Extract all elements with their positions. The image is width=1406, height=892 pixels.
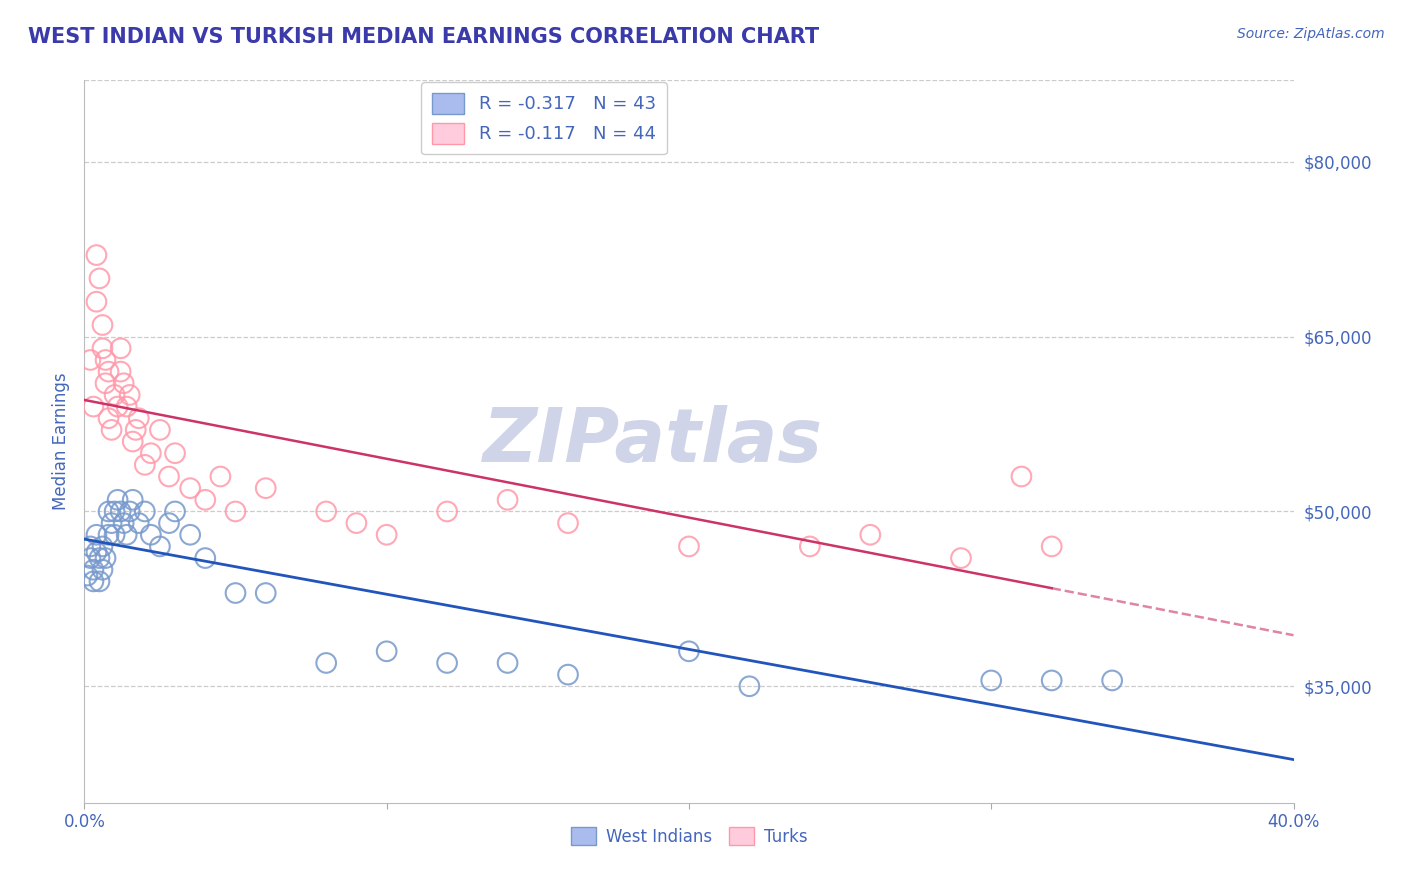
Point xyxy=(86,545,108,559)
Point xyxy=(194,492,217,507)
Point xyxy=(91,540,114,554)
Point xyxy=(209,469,232,483)
Text: Source: ZipAtlas.com: Source: ZipAtlas.com xyxy=(1237,27,1385,41)
Point xyxy=(104,388,127,402)
Point xyxy=(134,458,156,472)
Point xyxy=(496,492,519,507)
Point xyxy=(375,528,398,542)
Point xyxy=(91,563,114,577)
Point xyxy=(194,551,217,566)
Point xyxy=(89,271,111,285)
Point xyxy=(79,540,101,554)
Point xyxy=(738,679,761,693)
Point xyxy=(179,528,201,542)
Point xyxy=(134,504,156,518)
Point xyxy=(82,400,104,414)
Point xyxy=(110,365,132,379)
Point xyxy=(225,586,247,600)
Point xyxy=(82,563,104,577)
Point xyxy=(94,353,117,368)
Point xyxy=(1040,673,1063,688)
Point xyxy=(157,469,180,483)
Point xyxy=(118,504,141,518)
Point xyxy=(104,504,127,518)
Point xyxy=(179,481,201,495)
Point xyxy=(121,434,143,449)
Point xyxy=(1101,673,1123,688)
Point xyxy=(91,318,114,332)
Point xyxy=(118,388,141,402)
Point xyxy=(436,656,458,670)
Point xyxy=(315,656,337,670)
Point xyxy=(94,551,117,566)
Point xyxy=(89,551,111,566)
Point xyxy=(678,540,700,554)
Y-axis label: Median Earnings: Median Earnings xyxy=(52,373,70,510)
Point xyxy=(125,423,148,437)
Point xyxy=(89,574,111,589)
Text: WEST INDIAN VS TURKISH MEDIAN EARNINGS CORRELATION CHART: WEST INDIAN VS TURKISH MEDIAN EARNINGS C… xyxy=(28,27,820,46)
Point xyxy=(149,540,172,554)
Point xyxy=(557,667,579,681)
Point xyxy=(107,492,129,507)
Point xyxy=(82,574,104,589)
Point xyxy=(225,504,247,518)
Point xyxy=(115,400,138,414)
Point xyxy=(79,551,101,566)
Point xyxy=(128,516,150,530)
Point xyxy=(254,586,277,600)
Point xyxy=(799,540,821,554)
Point xyxy=(97,504,120,518)
Point xyxy=(315,504,337,518)
Point xyxy=(165,446,187,460)
Point xyxy=(139,528,162,542)
Point xyxy=(346,516,368,530)
Point xyxy=(1040,540,1063,554)
Point xyxy=(149,423,172,437)
Point xyxy=(980,673,1002,688)
Text: ZIPatlas: ZIPatlas xyxy=(482,405,823,478)
Point xyxy=(1011,469,1033,483)
Point xyxy=(139,446,162,460)
Point xyxy=(165,504,187,518)
Point xyxy=(100,423,122,437)
Point xyxy=(254,481,277,495)
Point xyxy=(76,568,98,582)
Point xyxy=(557,516,579,530)
Point xyxy=(157,516,180,530)
Point xyxy=(94,376,117,391)
Point xyxy=(107,400,129,414)
Point xyxy=(100,516,122,530)
Point xyxy=(128,411,150,425)
Point xyxy=(79,353,101,368)
Point xyxy=(375,644,398,658)
Point xyxy=(97,365,120,379)
Point xyxy=(859,528,882,542)
Point xyxy=(86,294,108,309)
Point xyxy=(97,528,120,542)
Point xyxy=(115,528,138,542)
Point xyxy=(110,341,132,355)
Point xyxy=(436,504,458,518)
Point xyxy=(950,551,973,566)
Point xyxy=(121,492,143,507)
Point xyxy=(97,411,120,425)
Point xyxy=(678,644,700,658)
Point xyxy=(110,504,132,518)
Point xyxy=(112,376,135,391)
Point xyxy=(91,341,114,355)
Point xyxy=(112,516,135,530)
Point xyxy=(496,656,519,670)
Point xyxy=(86,248,108,262)
Point xyxy=(86,528,108,542)
Point xyxy=(104,528,127,542)
Legend: West Indians, Turks: West Indians, Turks xyxy=(564,821,814,852)
